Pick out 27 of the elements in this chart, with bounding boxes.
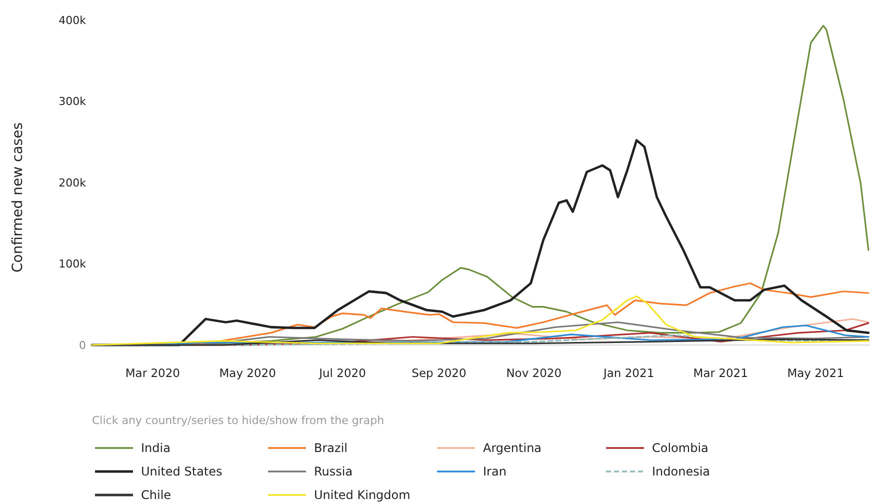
legend-label: Brazil (314, 441, 348, 456)
x-tick-label: May 2020 (219, 366, 276, 380)
legend-label: India (141, 441, 170, 456)
x-tick-label: Jul 2020 (318, 366, 366, 380)
y-tick-label: 100k (58, 258, 87, 271)
legend-label: United States (141, 464, 222, 479)
x-tick-label: Mar 2020 (125, 366, 180, 380)
y-tick-label: 0 (79, 338, 86, 352)
x-tick-label: Sep 2020 (412, 366, 466, 380)
y-tick-label: 400k (58, 14, 87, 27)
legend-label: Chile (141, 488, 172, 502)
legend-label: Colombia (652, 441, 708, 456)
text: Click any country/series to hide/show from the graph (92, 414, 384, 427)
legend-label: Argentina (483, 441, 542, 456)
legend-label: United Kingdom (314, 488, 410, 502)
x-tick-label: Jan 2021 (602, 366, 654, 380)
line-series (91, 295, 870, 346)
y-axis-title: Confirmed new cases (10, 122, 26, 272)
x-tick-label: Nov 2020 (506, 366, 562, 380)
legend-label: Russia (314, 464, 353, 479)
legend-label: Indonesia (652, 464, 710, 479)
y-tick-label: 200k (58, 176, 87, 190)
legend-label: Iran (483, 464, 506, 479)
y-tick-label: 300k (58, 95, 87, 108)
x-tick-label: May 2021 (787, 366, 844, 380)
x-tick-label: Mar 2021 (693, 366, 748, 380)
line-series (90, 139, 870, 346)
